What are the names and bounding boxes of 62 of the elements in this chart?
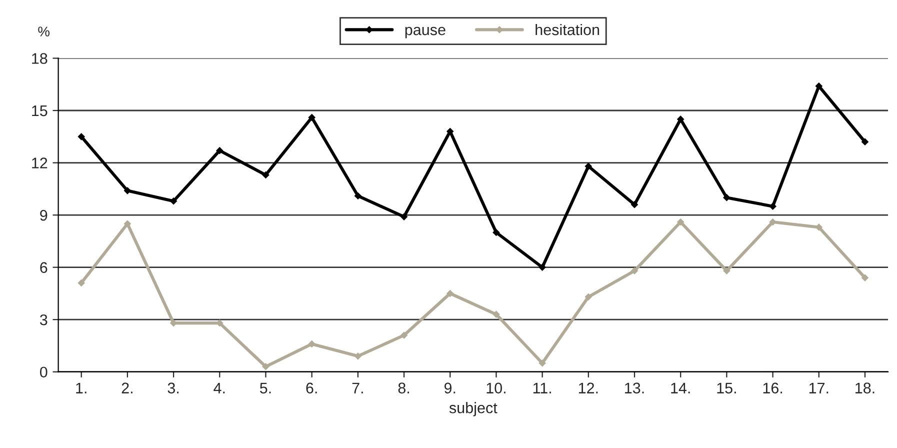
- x-tick-label: 10.: [486, 382, 506, 394]
- point: [400, 332, 408, 339]
- point: [170, 198, 178, 205]
- x-tick-label: 8.: [398, 382, 409, 394]
- legend-label: pause: [405, 26, 446, 38]
- x-tick-label: 16.: [763, 382, 782, 394]
- point: [262, 172, 270, 178]
- point: [862, 274, 868, 282]
- y-tick-label: 0: [40, 366, 48, 378]
- point: [677, 116, 684, 123]
- point: [538, 264, 546, 271]
- point: [446, 290, 454, 297]
- x-axis-title: subject: [449, 402, 498, 416]
- x-tick-label: 15.: [717, 382, 736, 394]
- point: [400, 213, 408, 220]
- point: [815, 82, 822, 90]
- y-tick-label: 3: [40, 314, 48, 326]
- point: [584, 293, 592, 300]
- point: [216, 147, 224, 154]
- y-axis-title: %: [38, 26, 50, 36]
- point: [78, 280, 85, 286]
- x-tick-label: 14.: [671, 382, 690, 394]
- y-tick-label: 15: [32, 106, 48, 116]
- x-tick-label: 11.: [533, 382, 551, 394]
- point: [631, 267, 638, 274]
- point: [723, 267, 730, 274]
- point: [124, 187, 131, 194]
- point: [769, 218, 776, 226]
- x-tick-label: 4.: [214, 382, 225, 394]
- x-tick-label: 7.: [352, 382, 363, 394]
- y-tick-label: 6: [40, 262, 48, 273]
- point: [492, 228, 500, 236]
- point: [354, 352, 362, 360]
- point: [78, 133, 85, 140]
- x-tick-label: 12.: [578, 382, 598, 394]
- point: [446, 128, 454, 135]
- x-tick-label: 3.: [168, 382, 179, 394]
- legend-label: hesitation: [536, 24, 600, 36]
- x-tick-label: 17.: [809, 382, 828, 394]
- point: [862, 138, 868, 146]
- y-tick-label: 18: [32, 53, 48, 64]
- x-tick-label: 2.: [122, 382, 132, 394]
- point: [354, 192, 362, 200]
- point: [308, 114, 316, 121]
- x-tick-label: 5.: [260, 382, 271, 394]
- point: [677, 218, 684, 226]
- point: [262, 363, 270, 370]
- x-tick-label: 1.: [76, 382, 86, 394]
- y-tick-label: 9: [40, 210, 48, 221]
- x-tick-label: 13.: [625, 382, 644, 394]
- point: [631, 201, 638, 208]
- x-tick-label: 18.: [856, 382, 874, 394]
- x-tick-label: 6.: [306, 382, 317, 394]
- point: [723, 194, 730, 202]
- point: [492, 310, 500, 318]
- point: [124, 220, 131, 228]
- point: [538, 360, 546, 367]
- y-tick-label: 12: [32, 158, 48, 168]
- point: [584, 162, 592, 170]
- point: [308, 340, 316, 348]
- point: [769, 202, 776, 210]
- x-tick-label: 9.: [444, 382, 456, 394]
